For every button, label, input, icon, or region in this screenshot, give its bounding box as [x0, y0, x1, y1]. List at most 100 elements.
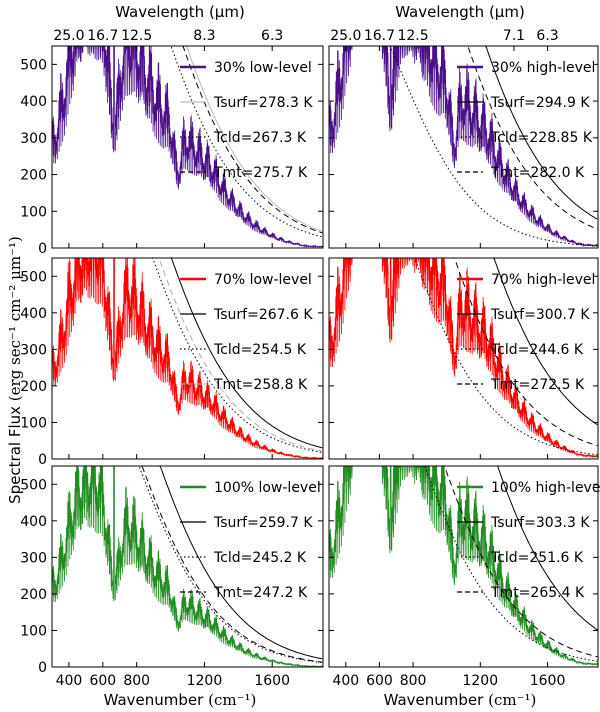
- series-bb-2: [329, 46, 598, 247]
- series-bb-3: [329, 466, 598, 658]
- legend-label: Tcld=228.85 K: [490, 130, 593, 146]
- panel-row1-right: 25.0 16.7 12.5 7.1 6.3 30% high-level Tsurf=29…: [328, 28, 599, 249]
- ytick-label: 400: [20, 514, 47, 530]
- series-bb-1: [329, 466, 598, 631]
- ytick-label: 200: [20, 168, 47, 184]
- series-spectrum: [52, 466, 323, 667]
- ytick-label: 500: [20, 57, 47, 73]
- legend-label: Tmt=272.5 K: [490, 377, 585, 393]
- legend-label: 100% high-level: [491, 480, 600, 496]
- top-tick-label: 25.0: [53, 28, 84, 44]
- axes-frame: [51, 257, 324, 460]
- legend-label: Tmt=258.8 K: [213, 377, 308, 393]
- series-spectrum: [52, 46, 323, 248]
- legend-label: Tmt=247.2 K: [213, 585, 308, 601]
- ytick-label: 100: [20, 204, 47, 220]
- ytick-label: 0: [38, 452, 47, 468]
- panel-row1-left: 0 100 200 300 400 500 25.0 16.7 12.5 8.3 6.3 30% lo…: [20, 28, 324, 257]
- top-tick-label: 6.3: [261, 28, 283, 44]
- legend-label: Tsurf=278.3 K: [213, 95, 313, 111]
- panel-row2-left: 0 100 200 300 400 500 70% low-level Tsurf=267.6…: [20, 257, 324, 468]
- legend-label: Tcld=244.6 K: [490, 342, 584, 358]
- series-bb-2: [52, 466, 323, 664]
- top-tick-label: 12.5: [121, 28, 152, 44]
- axes-frame: [328, 465, 599, 668]
- series-bb-1: [329, 46, 598, 220]
- axes-frame: [51, 465, 324, 668]
- axes-frame: [328, 45, 599, 249]
- legend-label: Tsurf=303.3 K: [490, 515, 590, 531]
- legend-label: 70% high-level: [491, 272, 595, 288]
- ytick-label: 200: [20, 379, 47, 395]
- ytick-label: 500: [20, 269, 47, 285]
- ytick-label: 0: [38, 660, 47, 676]
- ytick-label: 400: [20, 94, 47, 110]
- xtick-label: 1200: [462, 673, 498, 689]
- ytick-label: 400: [20, 306, 47, 322]
- series-bb-1: [52, 466, 323, 660]
- series-bb-3: [52, 258, 323, 452]
- legend-label: Tcld=254.5 K: [213, 342, 307, 358]
- axes-frame: [328, 257, 599, 460]
- series-spectrum: [329, 466, 598, 667]
- top-xlabel-left: Wavelength (μm): [115, 3, 245, 21]
- ytick-label: 200: [20, 587, 47, 603]
- series-bb-1: [52, 46, 323, 232]
- series-spectrum: [52, 258, 323, 459]
- top-tick-label: 16.7: [364, 28, 395, 44]
- xtick-label: 800: [400, 673, 427, 689]
- ytick-label: 0: [38, 241, 47, 257]
- top-tick-label: 6.3: [536, 28, 558, 44]
- xtick-label: 1600: [530, 673, 566, 689]
- legend-label: Tmt=275.7 K: [213, 165, 308, 181]
- top-tick-label: 7.1: [503, 28, 525, 44]
- legend-label: Tsurf=259.7 K: [213, 515, 313, 531]
- legend-label: 30% high-level: [491, 60, 595, 76]
- panel-row3-left: 0 100 200 300 400 500 400 600 800 1200 1600 100% lo…: [20, 465, 324, 689]
- xtick-label: 600: [366, 673, 393, 689]
- ytick-label: 300: [20, 342, 47, 358]
- xtick-label: 800: [123, 673, 150, 689]
- legend-label: Tsurf=267.6 K: [213, 307, 313, 323]
- ytick-label: 100: [20, 415, 47, 431]
- ytick-label: 300: [20, 550, 47, 566]
- legend-label: 70% low-level: [214, 272, 312, 288]
- panel-row3-right: 400 600 800 1200 1600 100% high-level Tsurf=30…: [328, 465, 600, 689]
- series-spectrum: [329, 258, 598, 459]
- bottom-xlabel-right: Wavenumber (cm⁻¹): [384, 691, 537, 709]
- series-bb-3: [52, 466, 323, 663]
- xtick-label: 1200: [187, 673, 223, 689]
- series-bb-3: [52, 46, 323, 234]
- ytick-label: 500: [20, 477, 47, 493]
- legend-label: Tcld=267.3 K: [213, 130, 307, 146]
- top-tick-label: 16.7: [87, 28, 118, 44]
- legend-label: Tsurf=294.9 K: [490, 95, 590, 111]
- series-bb-1: [52, 258, 323, 449]
- legend-label: Tsurf=300.7 K: [490, 307, 590, 323]
- legend-label: Tcld=251.6 K: [490, 550, 584, 566]
- series-bb-1: [329, 258, 598, 426]
- xtick-label: 1600: [254, 673, 290, 689]
- ytick-label: 300: [20, 131, 47, 147]
- top-tick-label: 25.0: [330, 28, 361, 44]
- panel-row2-right: 70% high-level Tsurf=300.7 K Tcld=244.6 K T…: [328, 257, 599, 460]
- legend-label: Tmt=265.4 K: [490, 585, 585, 601]
- legend-label: Tcld=245.2 K: [213, 550, 307, 566]
- legend-label: Tmt=282.0 K: [490, 165, 585, 181]
- series-bb-2: [52, 46, 323, 238]
- xtick-label: 400: [332, 673, 359, 689]
- axes-frame: [51, 45, 324, 249]
- xtick-label: 400: [56, 673, 83, 689]
- xtick-label: 600: [89, 673, 116, 689]
- legend-label: 30% low-level: [214, 60, 312, 76]
- top-xlabel-right: Wavelength (μm): [395, 3, 525, 21]
- top-tick-label: 12.5: [397, 28, 428, 44]
- ytick-label: 100: [20, 623, 47, 639]
- top-tick-label: 8.3: [193, 28, 215, 44]
- bottom-xlabel-left: Wavenumber (cm⁻¹): [104, 691, 257, 709]
- series-bb-3: [329, 258, 598, 447]
- legend-label: 100% low-level: [214, 480, 321, 496]
- y-axis-label: Spectral Flux (erg sec⁻¹ cm⁻² μm⁻¹): [6, 236, 24, 504]
